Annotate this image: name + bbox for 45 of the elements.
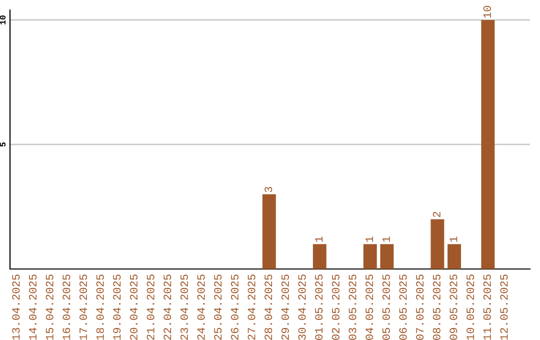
data-label: 1 — [315, 236, 323, 242]
x-tick-label: 08.05.2025 — [432, 274, 440, 340]
bar — [380, 244, 394, 269]
data-label: 10 — [483, 6, 491, 18]
x-tick-label: 12.05.2025 — [500, 274, 508, 340]
x-tick-label: 16.04.2025 — [62, 274, 70, 340]
x-tick-label: 07.05.2025 — [416, 274, 424, 340]
x-tick-label: 22.04.2025 — [164, 274, 172, 340]
x-tick-label: 23.04.2025 — [180, 274, 188, 340]
x-tick-label: 15.04.2025 — [46, 274, 54, 340]
x-tick-label: 21.04.2025 — [146, 274, 154, 340]
x-tick-label: 25.04.2025 — [214, 274, 222, 340]
x-tick-label: 01.05.2025 — [315, 274, 323, 340]
x-tick-label: 30.04.2025 — [298, 274, 306, 340]
y-tick-label: 5 — [0, 142, 6, 147]
bar — [430, 219, 444, 269]
data-label: 1 — [382, 236, 390, 242]
x-tick-label: 11.05.2025 — [483, 274, 491, 340]
bar — [363, 244, 377, 269]
data-label: 1 — [450, 236, 458, 242]
x-tick-label: 03.05.2025 — [348, 274, 356, 340]
data-label: 2 — [432, 212, 440, 218]
bar — [448, 244, 462, 269]
x-tick-label: 26.04.2025 — [230, 274, 238, 340]
bar — [312, 244, 326, 269]
bar — [262, 194, 276, 269]
x-tick-label: 04.05.2025 — [366, 274, 374, 340]
x-tick-label: 20.04.2025 — [130, 274, 138, 340]
x-tick-label: 06.05.2025 — [399, 274, 407, 340]
bar — [481, 20, 495, 269]
x-tick-label: 02.05.2025 — [332, 274, 340, 340]
x-tick-label: 13.04.2025 — [12, 274, 20, 340]
x-tick-label: 19.04.2025 — [113, 274, 121, 340]
x-tick-label: 17.04.2025 — [79, 274, 88, 340]
data-label: 1 — [366, 236, 374, 242]
data-label: 3 — [264, 186, 272, 192]
x-tick-label: 27.04.2025 — [248, 274, 256, 340]
x-tick-label: 09.05.2025 — [450, 274, 458, 340]
x-tick-label: 10.05.2025 — [466, 274, 474, 340]
x-tick-label: 24.04.2025 — [197, 274, 205, 340]
x-tick-label: 05.05.2025 — [382, 274, 390, 340]
x-tick-label: 29.04.2025 — [281, 274, 289, 340]
x-tick-label: 18.04.2025 — [96, 274, 104, 340]
x-tick-label: 28.04.2025 — [264, 274, 272, 340]
x-tick-label: 14.04.2025 — [29, 274, 37, 340]
